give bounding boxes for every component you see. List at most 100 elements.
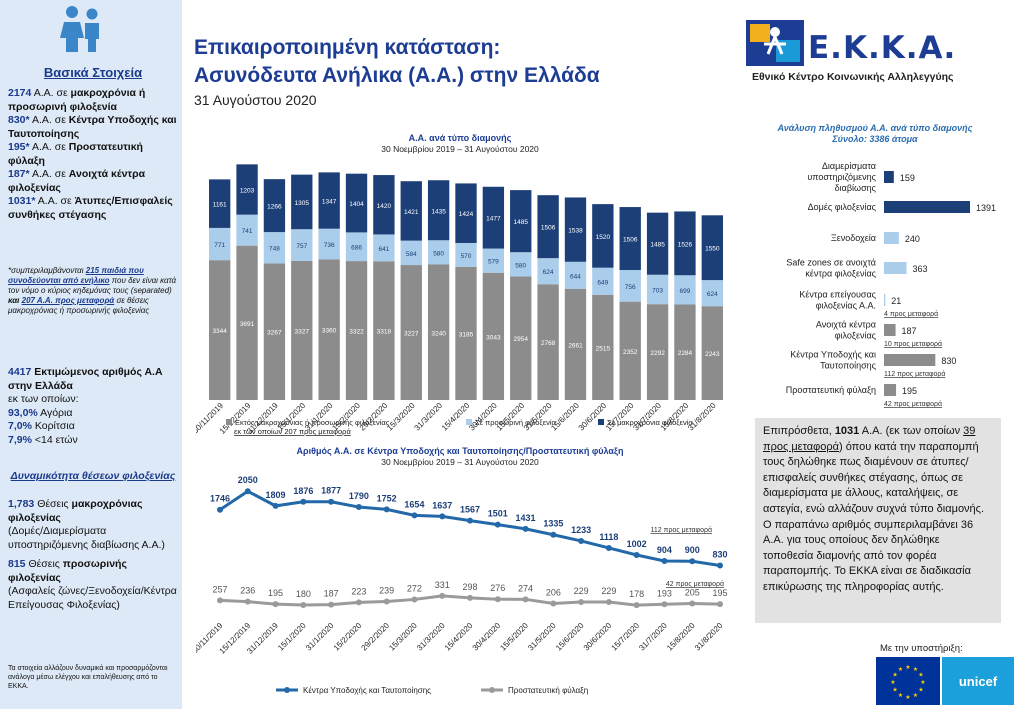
data-label: 195 [902, 386, 917, 396]
data-label: 2515 [596, 345, 611, 352]
bar-segment [564, 288, 587, 400]
data-label: 1266 [267, 204, 282, 211]
data-label: 904 [657, 545, 672, 555]
data-label: 1485 [650, 242, 665, 249]
footnote-link-transfer[interactable]: 207 Α.Α. προς μεταφορά [21, 296, 115, 305]
x-tick-label: 31/7/2020 [637, 621, 669, 653]
star-icon: ★ [905, 664, 910, 671]
data-label: 644 [570, 273, 581, 280]
data-point [244, 598, 251, 605]
bar-segment [318, 172, 340, 229]
bar-segment [701, 215, 723, 281]
bar-segment [646, 212, 669, 275]
data-label: 1477 [486, 216, 501, 223]
data-point [633, 602, 640, 609]
legend-swatch [466, 419, 472, 425]
data-label: 580 [433, 250, 444, 257]
data-label: 1746 [210, 494, 230, 504]
footnote-link-separated[interactable]: 215 παιδιά που συνοδεύονται από ενήλικο [8, 266, 144, 285]
bar-segment [646, 274, 669, 305]
category-label: Δομές φιλοξενίας [808, 202, 877, 212]
bar-note: 112 προς μεταφορά [884, 370, 945, 378]
bar-segment [427, 180, 450, 241]
bar-note: 10 προς μεταφορά [884, 340, 942, 348]
data-label: 649 [597, 279, 608, 286]
x-tick-label: 15/8/2020 [659, 401, 691, 433]
data-label: 584 [406, 251, 417, 258]
data-label: 830 [712, 549, 727, 559]
category-label: Ανοιχτά κέντρα [816, 320, 876, 330]
x-tick-label: 15/7/2020 [610, 621, 642, 653]
data-label: 1002 [627, 539, 647, 549]
x-tick-label: 30/4/2020 [471, 621, 503, 653]
data-label: 206 [546, 587, 561, 597]
data-label: 276 [490, 583, 505, 593]
bar-segment [510, 190, 532, 253]
data-point [383, 598, 390, 605]
data-label: 624 [543, 269, 554, 276]
x-tick-label: 31/3/2020 [415, 621, 447, 653]
bar-segment [455, 266, 477, 400]
data-label: 1347 [322, 199, 337, 206]
data-label: 686 [351, 245, 362, 252]
data-label: 229 [601, 586, 616, 596]
data-label: 223 [351, 586, 366, 596]
star-icon: ★ [913, 666, 918, 673]
bar-segment [263, 263, 286, 400]
data-label: 1233 [571, 525, 591, 535]
bar-segment [510, 252, 532, 277]
chart2-subtitle: 30 Νοεμβρίου 2019 – 31 Αυγούστου 2020 [381, 457, 539, 467]
bar-segment [209, 179, 231, 228]
bar [884, 171, 894, 183]
unicef-logo: unicef [942, 657, 1014, 705]
bar-segment [537, 258, 559, 285]
fact-item: 830* Α.Α. σε Κέντρα Υποδοχής και Ταυτοπο… [8, 114, 177, 140]
star-icon: ★ [905, 694, 910, 701]
logo-name: Ε.Κ.Κ.Α. [808, 30, 957, 66]
x-tick-label: 30/4/2020 [467, 401, 499, 433]
data-point [244, 488, 251, 495]
data-label: 1520 [596, 234, 611, 241]
x-tick-label: 15/6/2020 [549, 401, 581, 433]
data-label: 1877 [321, 486, 341, 496]
x-tick-label: 15/6/2020 [554, 621, 586, 653]
data-label: 3240 [431, 330, 446, 337]
x-tick-label: 30/6/2020 [582, 621, 614, 653]
star-icon: ★ [913, 692, 918, 699]
bar-segment [537, 284, 559, 400]
bar-note: 4 προς μεταφορά [884, 310, 938, 318]
star-icon: ★ [892, 687, 897, 694]
bar-segment [318, 228, 340, 260]
data-point [217, 506, 223, 513]
data-label: 1424 [459, 211, 474, 218]
disclaimer: Τα στοιχεία αλλάζουν δυναμικά και προσαρ… [8, 665, 168, 690]
category-label: διαβίωσης [835, 183, 877, 193]
data-label: 2768 [541, 340, 556, 347]
data-label: 1506 [623, 237, 638, 244]
x-tick-label: 15/4/2020 [443, 621, 475, 653]
x-tick-label: 15/2/2020 [332, 621, 364, 653]
data-label: 2352 [623, 349, 638, 356]
data-label: 3227 [404, 331, 419, 338]
data-label: 3322 [349, 329, 364, 336]
chart2-title: Αριθμός Α.Α. σε Κέντρα Υποδοχής και Ταυτ… [296, 446, 624, 456]
bar-segment [427, 264, 450, 400]
chart1-subtitle: 30 Νοεμβρίου 2019 – 31 Αυγούστου 2020 [381, 144, 539, 154]
bar-segment [209, 227, 231, 261]
x-tick-label: 31/1/2020 [304, 621, 336, 653]
data-label: 274 [518, 583, 533, 593]
chart1-title: Α.Α. ανά τύπο διαμονής [408, 133, 512, 143]
bar-segment [619, 270, 641, 302]
line-chart: 1746 2050 1809 1876 1877 1790 1752 1654 1637 1567… [196, 475, 728, 695]
data-label: 2284 [678, 350, 693, 357]
legend-swatch [226, 419, 232, 425]
info-link-transfer[interactable]: 39 προς μεταφορά [763, 425, 976, 453]
legend-label: Εκτός μακροχρόνιας ή προσωρινής φιλοξενί… [235, 418, 390, 427]
data-label: 3318 [377, 329, 392, 336]
category-label: Ταυτοποίησης [820, 361, 877, 371]
bar-segment [209, 260, 231, 400]
fact-item: 195* Α.Α. σε Προστατευτική φύλαξη [8, 141, 143, 167]
bar-segment [373, 261, 395, 400]
data-point [272, 601, 279, 608]
bar-segment [701, 280, 723, 307]
